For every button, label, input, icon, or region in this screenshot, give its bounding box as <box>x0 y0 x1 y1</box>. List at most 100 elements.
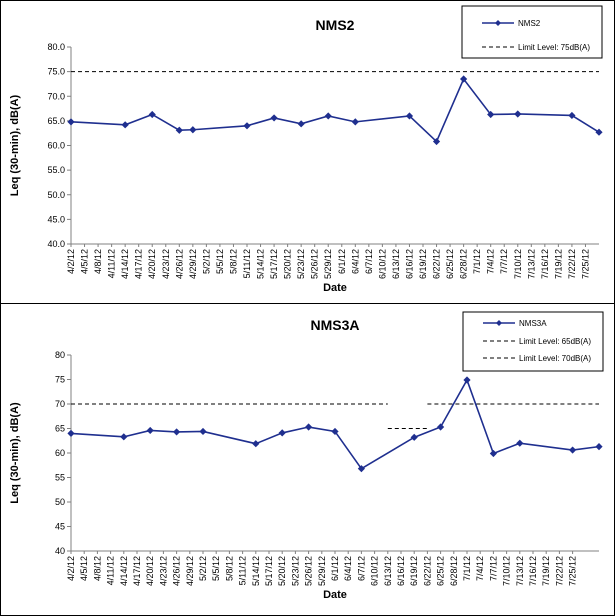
data-point <box>243 122 251 130</box>
data-point <box>67 429 75 437</box>
y-tick-label: 80 <box>55 350 65 360</box>
x-tick-label: 6/13/12 <box>391 249 401 279</box>
x-axis-title: Date <box>323 282 347 294</box>
x-tick-label: 7/13/12 <box>515 556 525 586</box>
x-tick-label: 6/1/12 <box>330 556 340 581</box>
legend-box <box>461 5 603 59</box>
y-tick-label: 45 <box>55 522 65 532</box>
y-tick-label: 75.0 <box>47 67 65 77</box>
data-point <box>569 446 577 454</box>
y-tick-label: 70.0 <box>47 91 65 101</box>
x-tick-label: 5/17/12 <box>264 556 274 586</box>
x-tick-label: 4/20/12 <box>145 556 155 586</box>
x-tick-label: 6/16/12 <box>404 249 414 279</box>
data-point <box>463 376 471 384</box>
x-tick-label: 4/14/12 <box>120 249 130 279</box>
x-tick-label: 5/29/12 <box>317 556 327 586</box>
x-tick-label: 7/13/12 <box>526 249 536 279</box>
x-tick-label: 5/8/12 <box>224 556 234 581</box>
x-tick-label: 7/4/12 <box>486 249 496 274</box>
legend-limit-label: Limit Level: 70dB(A) <box>519 354 591 363</box>
x-tick-label: 5/8/12 <box>228 249 238 274</box>
x-tick-label: 4/2/12 <box>66 249 76 274</box>
x-tick-label: 7/19/12 <box>541 556 551 586</box>
series-line <box>70 77 600 143</box>
x-tick-label: 6/7/12 <box>364 249 374 274</box>
chart-title: NMS3A <box>310 317 359 333</box>
x-tick-label: 6/19/12 <box>409 556 419 586</box>
x-tick-label: 5/5/12 <box>215 249 225 274</box>
x-tick-label: 4/17/12 <box>134 249 144 279</box>
data-point <box>120 433 128 441</box>
x-tick-label: 5/23/12 <box>296 249 306 279</box>
y-tick-label: 80.0 <box>47 42 65 52</box>
x-tick-label: 7/1/12 <box>472 249 482 274</box>
x-tick-label: 4/5/12 <box>79 556 89 581</box>
x-tick-label: 6/10/12 <box>377 249 387 279</box>
data-point <box>595 443 603 451</box>
x-tick-label: 4/5/12 <box>80 249 90 274</box>
x-tick-label: 4/17/12 <box>132 556 142 586</box>
x-tick-label: 7/1/12 <box>462 556 472 581</box>
y-tick-label: 65.0 <box>47 116 65 126</box>
x-tick-label: 4/11/12 <box>106 556 116 585</box>
x-tick-label: 5/11/12 <box>242 249 252 278</box>
x-tick-label: 5/26/12 <box>304 556 314 586</box>
panel-separator <box>0 303 615 304</box>
y-axis-title: Leq (30-min), dB(A) <box>9 402 21 504</box>
series-line <box>70 378 600 470</box>
data-point <box>437 423 445 431</box>
x-tick-label: 6/13/12 <box>383 556 393 586</box>
x-tick-label: 6/28/12 <box>459 249 469 279</box>
x-tick-label: 7/16/12 <box>528 556 538 586</box>
data-point <box>460 75 468 83</box>
chart-title: NMS2 <box>316 17 355 33</box>
x-tick-label: 7/25/12 <box>580 249 590 279</box>
x-tick-label: 5/5/12 <box>211 556 221 581</box>
x-axis-title: Date <box>323 589 347 601</box>
x-tick-label: 6/25/12 <box>436 556 446 586</box>
x-tick-label: 5/20/12 <box>283 249 293 279</box>
x-tick-label: 7/10/12 <box>502 556 512 586</box>
data-point <box>324 112 332 120</box>
y-tick-label: 65 <box>55 424 65 434</box>
x-tick-label: 6/4/12 <box>343 556 353 581</box>
x-tick-label: 6/25/12 <box>445 249 455 279</box>
x-tick-label: 4/8/12 <box>93 249 103 274</box>
x-tick-label: 7/19/12 <box>553 249 563 279</box>
x-tick-label: 4/14/12 <box>119 556 129 586</box>
x-tick-label: 4/26/12 <box>174 249 184 279</box>
x-tick-label: 4/29/12 <box>188 249 198 279</box>
y-tick-label: 45.0 <box>47 214 65 224</box>
x-tick-label: 5/11/12 <box>238 556 248 585</box>
x-tick-label: 6/7/12 <box>356 556 366 581</box>
data-point <box>351 118 359 126</box>
data-point <box>146 426 154 435</box>
y-axis-title: Leq (30-min), dB(A) <box>9 94 21 196</box>
x-tick-label: 4/8/12 <box>92 556 102 581</box>
x-tick-label: 6/16/12 <box>396 556 406 586</box>
legend-limit-label: Limit Level: 75dB(A) <box>518 43 590 52</box>
data-point <box>121 121 129 129</box>
x-tick-label: 5/29/12 <box>323 249 333 279</box>
data-point <box>278 429 286 437</box>
data-point <box>357 465 365 473</box>
x-tick-label: 4/11/12 <box>107 249 117 278</box>
y-tick-label: 75 <box>55 375 65 385</box>
y-tick-label: 55.0 <box>47 165 65 175</box>
data-point <box>331 427 339 436</box>
x-tick-label: 6/22/12 <box>422 556 432 586</box>
data-point <box>405 112 414 120</box>
y-tick-label: 50 <box>55 497 65 507</box>
data-point <box>270 114 278 122</box>
x-tick-label: 4/23/12 <box>161 249 171 279</box>
x-tick-label: 5/17/12 <box>269 249 279 279</box>
nms3a-chart: NMS3A 40 45 50 55 60 65 70 75 80 4/2/12 4/5/12 4/8/1… <box>9 311 604 601</box>
legend-series-label: NMS2 <box>518 19 541 28</box>
data-point <box>252 440 260 448</box>
x-tick-label: 6/10/12 <box>370 556 380 586</box>
data-point <box>568 111 576 120</box>
legend-series-marker <box>496 320 502 326</box>
x-tick-label: 5/14/12 <box>256 249 266 279</box>
x-tick-label: 5/2/12 <box>201 249 211 274</box>
